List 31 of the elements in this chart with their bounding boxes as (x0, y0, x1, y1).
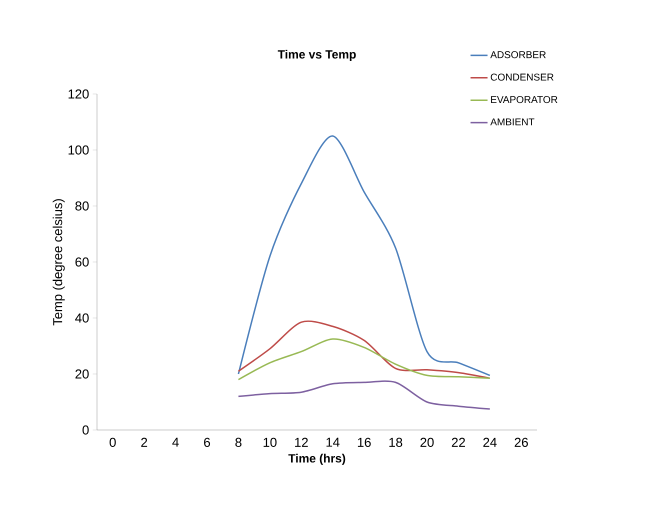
line-series (238, 320, 491, 379)
line-series (238, 135, 491, 376)
y-tick-label: 120 (68, 89, 89, 99)
x-tick-label: 12 (295, 438, 308, 447)
x-tick-label: 24 (483, 438, 497, 447)
x-tick-label: 6 (204, 438, 210, 447)
y-tick-label: 20 (75, 369, 89, 379)
x-tick-label: 8 (235, 438, 242, 447)
legend-label: AMBIENT (490, 118, 534, 126)
y-tick-label: 80 (75, 201, 89, 211)
x-tick-label: 16 (358, 438, 371, 447)
legend-label: CONDENSER (490, 74, 554, 81)
x-axis-title: Time (hrs) (288, 454, 346, 465)
x-tick-label: 18 (389, 438, 402, 447)
legend-label: ADSORBER (490, 51, 546, 58)
x-tick-label: 0 (110, 438, 116, 447)
y-axis-title: Temp (degree celsius) (52, 199, 65, 326)
x-tick-label: 4 (172, 438, 179, 447)
chart-title: Time vs Temp (278, 50, 356, 61)
x-tick-label: 26 (514, 438, 528, 447)
y-tick-label: 0 (82, 425, 89, 435)
y-tick-label: 60 (75, 257, 89, 267)
legend-label: EVAPORATOR (491, 96, 558, 104)
y-tick-label: 40 (75, 313, 89, 323)
x-tick-label: 10 (264, 438, 277, 447)
x-tick-label: 2 (141, 438, 148, 447)
y-tick-label: 100 (68, 145, 89, 155)
x-tick-label: 20 (420, 438, 434, 447)
x-tick-label: 22 (452, 438, 465, 447)
x-tick-label: 14 (326, 438, 340, 447)
line-series (238, 338, 491, 380)
